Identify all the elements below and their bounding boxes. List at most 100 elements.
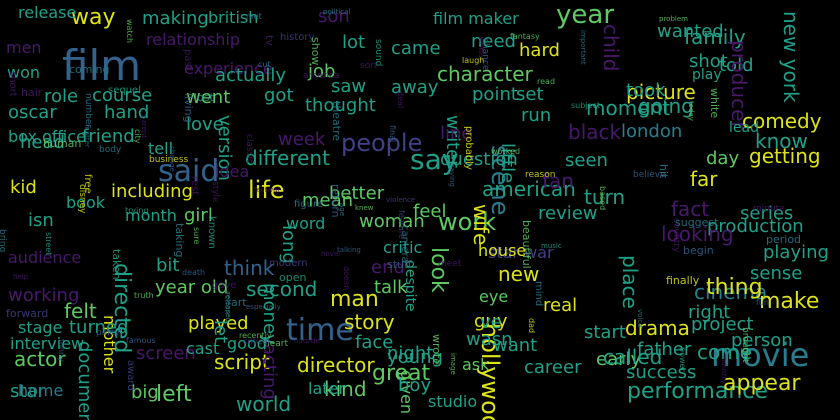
cloud-word: character [437, 62, 533, 86]
cloud-word: later [308, 379, 345, 398]
cloud-word: hard [519, 40, 560, 61]
cloud-word-small: sure [192, 227, 201, 245]
cloud-word: guy [474, 311, 508, 332]
cloud-word-small: fun [756, 298, 769, 307]
cloud-word: play [692, 67, 722, 83]
cloud-word: played [188, 313, 249, 334]
cloud-word-small: theatre [330, 101, 343, 142]
cloud-word-small: finally [666, 274, 700, 287]
cloud-word-small: bring [0, 229, 7, 253]
cloud-word-small: stuff [387, 258, 412, 271]
cloud-word: critic [383, 238, 423, 257]
cloud-word: seen [565, 150, 608, 171]
cloud-word-small: history [280, 32, 315, 43]
cloud-word: isn [28, 210, 54, 231]
cloud-word: eye [479, 287, 509, 306]
cloud-word: comedy [742, 109, 822, 133]
cloud-word-small: help [13, 273, 29, 281]
cloud-word: interview [10, 334, 85, 353]
cloud-word: big [131, 382, 159, 403]
cloud-word-small: problem [659, 15, 688, 23]
cloud-word: movie [711, 336, 810, 374]
cloud-word: production [707, 216, 804, 237]
cloud-word-small: city [133, 129, 142, 144]
cloud-word: new york [779, 11, 803, 103]
cloud-word-small: rest [189, 176, 200, 196]
cloud-word-small: fantasy [510, 32, 540, 41]
cloud-word-small: probably [463, 126, 474, 170]
cloud-word: point [472, 84, 518, 105]
cloud-word: oscar [8, 102, 57, 123]
cloud-word: success [626, 362, 697, 383]
cloud-word: role [44, 86, 79, 107]
cloud-word: said [158, 154, 220, 189]
cloud-word-small: subject [571, 101, 600, 110]
cloud-word: saw [331, 76, 367, 97]
cloud-word: world [236, 392, 292, 416]
cloud-word: tell [148, 139, 174, 158]
cloud-word: british [208, 8, 259, 27]
cloud-word: relationship [146, 30, 241, 49]
cloud-word-small: body [99, 145, 122, 155]
cloud-word: idea [215, 162, 250, 181]
cloud-word-small: dad [527, 318, 536, 334]
cloud-word-small: party [96, 328, 120, 338]
cloud-word-small: hair [21, 86, 43, 99]
cloud-word: director [297, 353, 375, 377]
cloud-word: working [8, 285, 80, 306]
cloud-word: american [482, 177, 576, 201]
cloud-word: fan [542, 169, 574, 193]
cloud-word: london [621, 121, 683, 142]
cloud-word: son [318, 6, 350, 27]
cloud-word: set [516, 84, 544, 105]
cloud-word-small: laugh [462, 56, 485, 65]
cloud-word-small: age [338, 203, 346, 217]
cloud-word: end [371, 257, 405, 278]
cloud-word-small: america [303, 71, 340, 81]
cloud-word: different [245, 146, 330, 170]
cloud-word: thought [305, 95, 376, 116]
cloud-word: year old [155, 277, 229, 298]
cloud-word: black [568, 120, 622, 144]
cloud-word: wife [469, 204, 493, 246]
cloud-word: career [524, 357, 582, 378]
cloud-word: girl [184, 205, 213, 226]
cloud-word: got [264, 85, 294, 106]
cloud-word: head [20, 132, 65, 153]
cloud-word: bit [156, 255, 180, 276]
cloud-word-small: violence [386, 196, 416, 204]
cloud-word-small: open [279, 271, 307, 284]
cloud-word: woman [359, 211, 425, 232]
cloud-word-small: knew [355, 204, 374, 212]
cloud-word: hand [104, 102, 150, 123]
cloud-word: making [142, 8, 209, 29]
cloud-word: wasn [466, 329, 513, 350]
cloud-word-small: feature [397, 210, 406, 239]
cloud-word-small: street [44, 232, 53, 256]
cloud-word-small: award [125, 360, 136, 391]
cloud-word: left [156, 382, 192, 407]
cloud-word: turned [69, 317, 129, 338]
cloud-word-small: coming [69, 63, 110, 76]
cloud-word: thing [706, 275, 763, 300]
cloud-word: drama [625, 316, 690, 340]
cloud-word: lead [729, 120, 759, 136]
cloud-word: way [71, 5, 116, 30]
cloud-word-small: suggest [675, 216, 719, 229]
cloud-word-small: style [210, 181, 220, 203]
cloud-word-small: released [224, 292, 232, 322]
cloud-word: looking [661, 222, 734, 246]
cloud-word: make [759, 289, 820, 314]
cloud-word-small: meet [438, 259, 462, 269]
cloud-word-small: talking [337, 246, 361, 254]
cloud-word: star [10, 381, 45, 402]
cloud-word: child [599, 24, 623, 72]
cloud-word: place [618, 255, 642, 309]
cloud-word: screen [136, 343, 196, 364]
cloud-word: appear [723, 371, 801, 396]
cloud-word: talk [374, 277, 408, 298]
cloud-word: went [186, 87, 231, 108]
cloud-word-small: begin [683, 244, 714, 257]
cloud-word: young [387, 347, 443, 368]
cloud-word-small: forward [6, 307, 49, 320]
